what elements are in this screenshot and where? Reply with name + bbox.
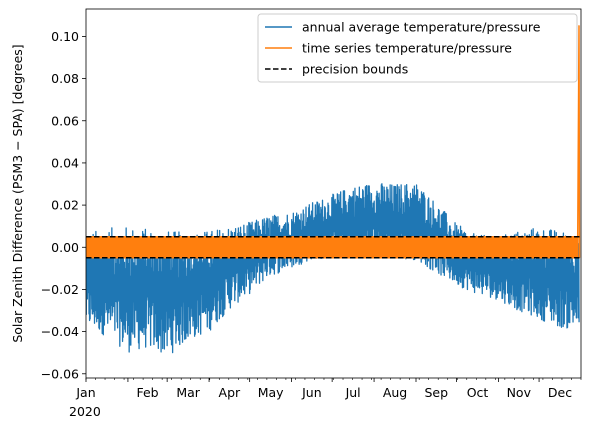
- y-tick-label: −0.02: [41, 282, 79, 297]
- y-tick-label: −0.06: [41, 366, 79, 381]
- axis-ticks: −0.06 −0.04 −0.02 0.00 0.02 0.04 0.06 0.08 0.10 J…: [41, 29, 582, 400]
- y-axis-title: Solar Zenith Difference (PSM3 − SPA) [de…: [10, 44, 25, 342]
- x-tick-label: Jan: [75, 385, 95, 400]
- legend: annual average temperature/pressure time …: [257, 13, 578, 83]
- x-tick-label: Apr: [219, 385, 241, 400]
- x-tick-label: Oct: [467, 385, 489, 400]
- legend-label: time series temperature/pressure: [302, 41, 512, 56]
- plot-frame: [85, 8, 582, 379]
- x-tick-label: Jun: [301, 385, 322, 400]
- x-year-label: 2020: [69, 404, 101, 419]
- x-tick-label: Feb: [136, 385, 158, 400]
- y-tick-label: 0.06: [51, 113, 79, 128]
- y-tick-label: 0.00: [51, 240, 79, 255]
- series-time-series-line: [86, 25, 581, 259]
- y-tick-label: −0.04: [41, 324, 79, 339]
- x-tick-label: Jul: [345, 385, 361, 400]
- x-tick-label: May: [258, 385, 284, 400]
- x-tick-label: Dec: [548, 385, 572, 400]
- y-tick-label: 0.08: [51, 71, 79, 86]
- series-annual-average-line: [86, 183, 580, 354]
- legend-label: precision bounds: [302, 62, 408, 77]
- y-tick-label: 0.02: [51, 198, 79, 213]
- x-tick-label: Mar: [176, 385, 200, 400]
- x-tick-label: Nov: [507, 385, 532, 400]
- x-tick-label: Aug: [383, 385, 407, 400]
- legend-box: [257, 13, 578, 83]
- plot-data: [86, 25, 581, 354]
- x-tick-label: Sep: [425, 385, 449, 400]
- y-tick-label: 0.10: [51, 29, 79, 44]
- legend-label: annual average temperature/pressure: [302, 20, 541, 35]
- y-tick-label: 0.04: [51, 155, 79, 170]
